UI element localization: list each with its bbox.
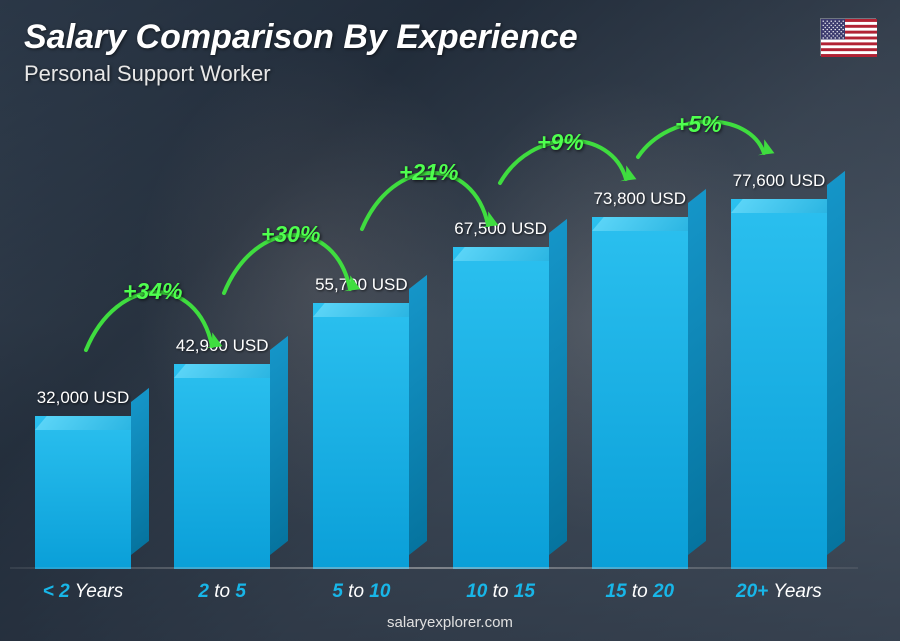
bar-value-label: 67,500 USD (454, 219, 547, 239)
chart-baseline (10, 567, 858, 569)
bar-3: 67,500 USD (440, 219, 562, 569)
x-label-4: 15 to 20 (579, 581, 701, 603)
x-label-1: 2 to 5 (161, 581, 283, 603)
page-title: Salary Comparison By Experience (24, 18, 876, 57)
bar-2: 55,700 USD (300, 275, 422, 569)
us-flag-icon (820, 18, 876, 56)
header: Salary Comparison By Experience Personal… (24, 18, 876, 87)
bar-5: 77,600 USD (718, 171, 840, 569)
x-axis-labels: < 2 Years 2 to 5 5 to 10 10 to 15 15 to 20 20… (22, 581, 840, 603)
salary-bar-chart: 32,000 USD 42,900 USD 55,700 USD 67,500 … (22, 99, 840, 569)
bar-4: 73,800 USD (579, 189, 701, 569)
bar-value-label: 55,700 USD (315, 275, 408, 295)
page-subtitle: Personal Support Worker (24, 61, 876, 87)
x-label-2: 5 to 10 (300, 581, 422, 603)
bar-1: 42,900 USD (161, 336, 283, 569)
x-label-5: 20+ Years (718, 581, 840, 603)
bar-value-label: 73,800 USD (593, 189, 686, 209)
x-label-0: < 2 Years (22, 581, 144, 603)
bar-value-label: 32,000 USD (37, 388, 130, 408)
x-label-3: 10 to 15 (440, 581, 562, 603)
bar-0: 32,000 USD (22, 388, 144, 569)
bar-value-label: 42,900 USD (176, 336, 269, 356)
footer-credit: salaryexplorer.com (0, 614, 900, 631)
bar-value-label: 77,600 USD (733, 171, 826, 191)
